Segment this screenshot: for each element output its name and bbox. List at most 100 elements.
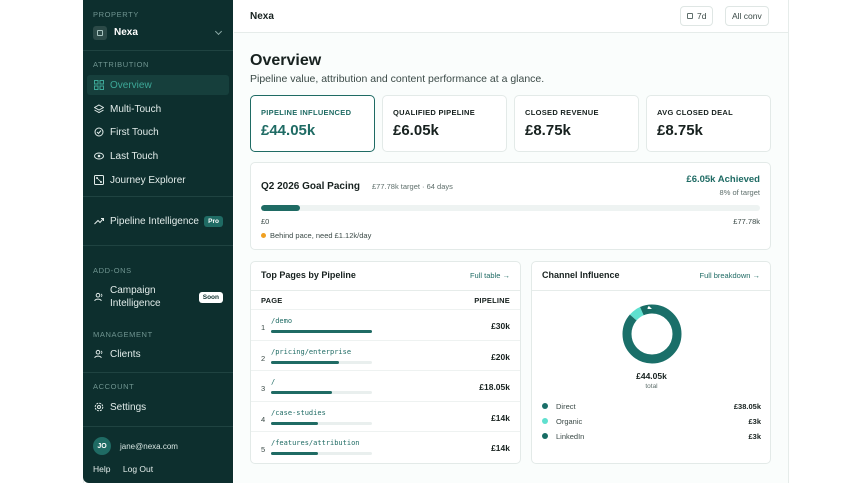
table-row[interactable]: 3 / £18.05k [251,370,520,400]
avatar: JO [93,437,111,455]
sidebar-item-clients[interactable]: Clients [87,344,229,364]
user-profile[interactable]: JO jane@nexa.com [93,437,178,455]
full-breakdown-link[interactable]: Full breakdown → [699,271,760,280]
row-share-bar [271,421,319,425]
page-title: Overview [250,52,322,69]
sidebar-item-journey-explorer[interactable]: Journey Explorer [87,170,229,190]
channel-influence-title: Channel Influence [542,270,620,280]
row-share-track [271,421,372,425]
top-pages-card: Top Pages by Pipeline Full table → PAGE … [250,261,521,464]
row-share-track [271,360,372,364]
account-section-label: ACCOUNT [93,382,135,391]
user-email: jane@nexa.com [120,441,178,451]
kpi-value: £8.75k [525,122,571,139]
row-pipeline-value: £14k [491,412,510,423]
date-range-button[interactable]: 7d [680,6,714,26]
page-subtitle: Pipeline value, attribution and content … [250,73,545,85]
kpi-pipeline-influenced[interactable]: PIPELINE INFLUENCED £44.05k [250,95,375,152]
goal-progress-track [261,205,760,211]
sidebar-divider [83,372,233,373]
sidebar-item-label: Multi-Touch [110,103,162,115]
sidebar-divider [83,426,233,427]
goal-min: £0 [261,217,270,226]
full-table-link[interactable]: Full table → [469,271,510,280]
conversion-filter-button[interactable]: All conv [725,6,769,26]
row-rank: 2 [261,353,266,363]
sidebar-item-pipeline-intelligence[interactable]: Pipeline Intelligence Pro [87,206,229,236]
legend-value: £3k [748,431,761,441]
trend-up-icon [94,216,104,226]
row-pipeline-value: £14k [491,443,510,453]
goal-warning: Behind pace, need £1.12k/day [261,231,371,240]
row-rank: 4 [261,414,266,424]
row-page-path[interactable]: /demo [271,317,293,325]
sidebar-item-label: First Touch [110,126,159,138]
pro-badge: Pro [204,215,223,227]
row-share-track [271,452,372,455]
channel-total-value: £44.05k [636,371,667,381]
sidebar-item-last-touch[interactable]: Last Touch [87,146,229,166]
sidebar-divider [83,245,233,246]
soon-badge: Soon [198,291,223,303]
sidebar-item-label: Overview [110,79,152,91]
kpi-label: CLOSED REVENUE [525,108,599,117]
grid-icon [94,80,104,90]
logout-link[interactable]: Log Out [122,464,154,474]
sidebar-item-multi-touch[interactable]: Multi-Touch [87,99,229,119]
sidebar-item-campaign-intelligence[interactable]: Campaign Intelligence Soon [87,282,229,312]
col-pipeline-header: PIPELINE [474,296,510,305]
table-row[interactable]: 1/demo £30k [251,309,520,339]
row-share-bar [271,360,339,364]
legend-swatch [542,403,548,409]
channel-total-label: total [645,383,658,390]
row-pipeline-value: £30k [491,321,510,331]
addons-section-label: ADD-ONS [93,266,132,275]
users-icon [94,349,104,359]
legend-label: Direct [556,401,576,411]
legend-item: Direct £38.05k [542,400,761,412]
users-icon [94,292,104,302]
row-page-path[interactable]: / [271,378,276,386]
row-page-path[interactable]: /features/attribution [271,439,360,447]
property-switcher[interactable]: Nexa [93,23,225,42]
goal-percent: 8% of target [719,188,760,197]
sidebar-item-label: Journey Explorer [110,174,186,186]
kpi-label: PIPELINE INFLUENCED [261,108,352,117]
row-page-path[interactable]: /pricing/enterprise [271,347,352,356]
table-row[interactable]: 5/features/attribution £14k [251,431,520,461]
row-pipeline-value: £20k [491,351,510,362]
kpi-value: £8.75k [657,122,703,139]
legend-value: £38.05k [733,401,761,411]
goal-progress-fill [261,205,300,211]
property-name: Nexa [114,27,138,38]
sidebar-item-label: Pipeline Intelligence [110,215,199,227]
legend-label: Organic [556,416,583,426]
goal-warning-text: Behind pace, need £1.12k/day [270,231,372,240]
legend-item: Organic £3k [542,415,761,427]
table-row[interactable]: 2/pricing/enterprise £20k [251,339,520,370]
sidebar-item-label: Clients [110,348,141,360]
kpi-qualified-pipeline[interactable]: QUALIFIED PIPELINE £6.05k [382,95,507,152]
kpi-label: AVG CLOSED DEAL [657,108,734,117]
legend-swatch [542,433,548,439]
top-pages-title: Top Pages by Pipeline [261,270,356,280]
row-rank: 3 [261,384,266,393]
card-divider [251,290,520,291]
property-section-label: PROPERTY [93,10,139,19]
goal-title: Q2 2026 Goal Pacing [261,181,360,192]
route-icon [94,175,104,185]
table-row[interactable]: 4/case-studies £14k [251,400,520,431]
channel-donut-chart [622,304,682,364]
row-rank: 5 [261,445,266,454]
goal-meta: £77.78k target · 64 days [372,182,453,191]
card-divider [532,290,770,291]
sidebar-item-settings[interactable]: Settings [87,397,229,417]
help-link[interactable]: Help [93,464,111,474]
sidebar-item-overview[interactable]: Overview [87,75,229,95]
layers-icon [94,104,104,114]
row-page-path[interactable]: /case-studies [271,408,326,417]
date-range-label: 7d [697,11,707,21]
sidebar-item-first-touch[interactable]: First Touch [87,122,229,142]
kpi-closed-revenue[interactable]: CLOSED REVENUE £8.75k [514,95,639,152]
kpi-avg-closed-deal[interactable]: AVG CLOSED DEAL £8.75k [646,95,771,152]
